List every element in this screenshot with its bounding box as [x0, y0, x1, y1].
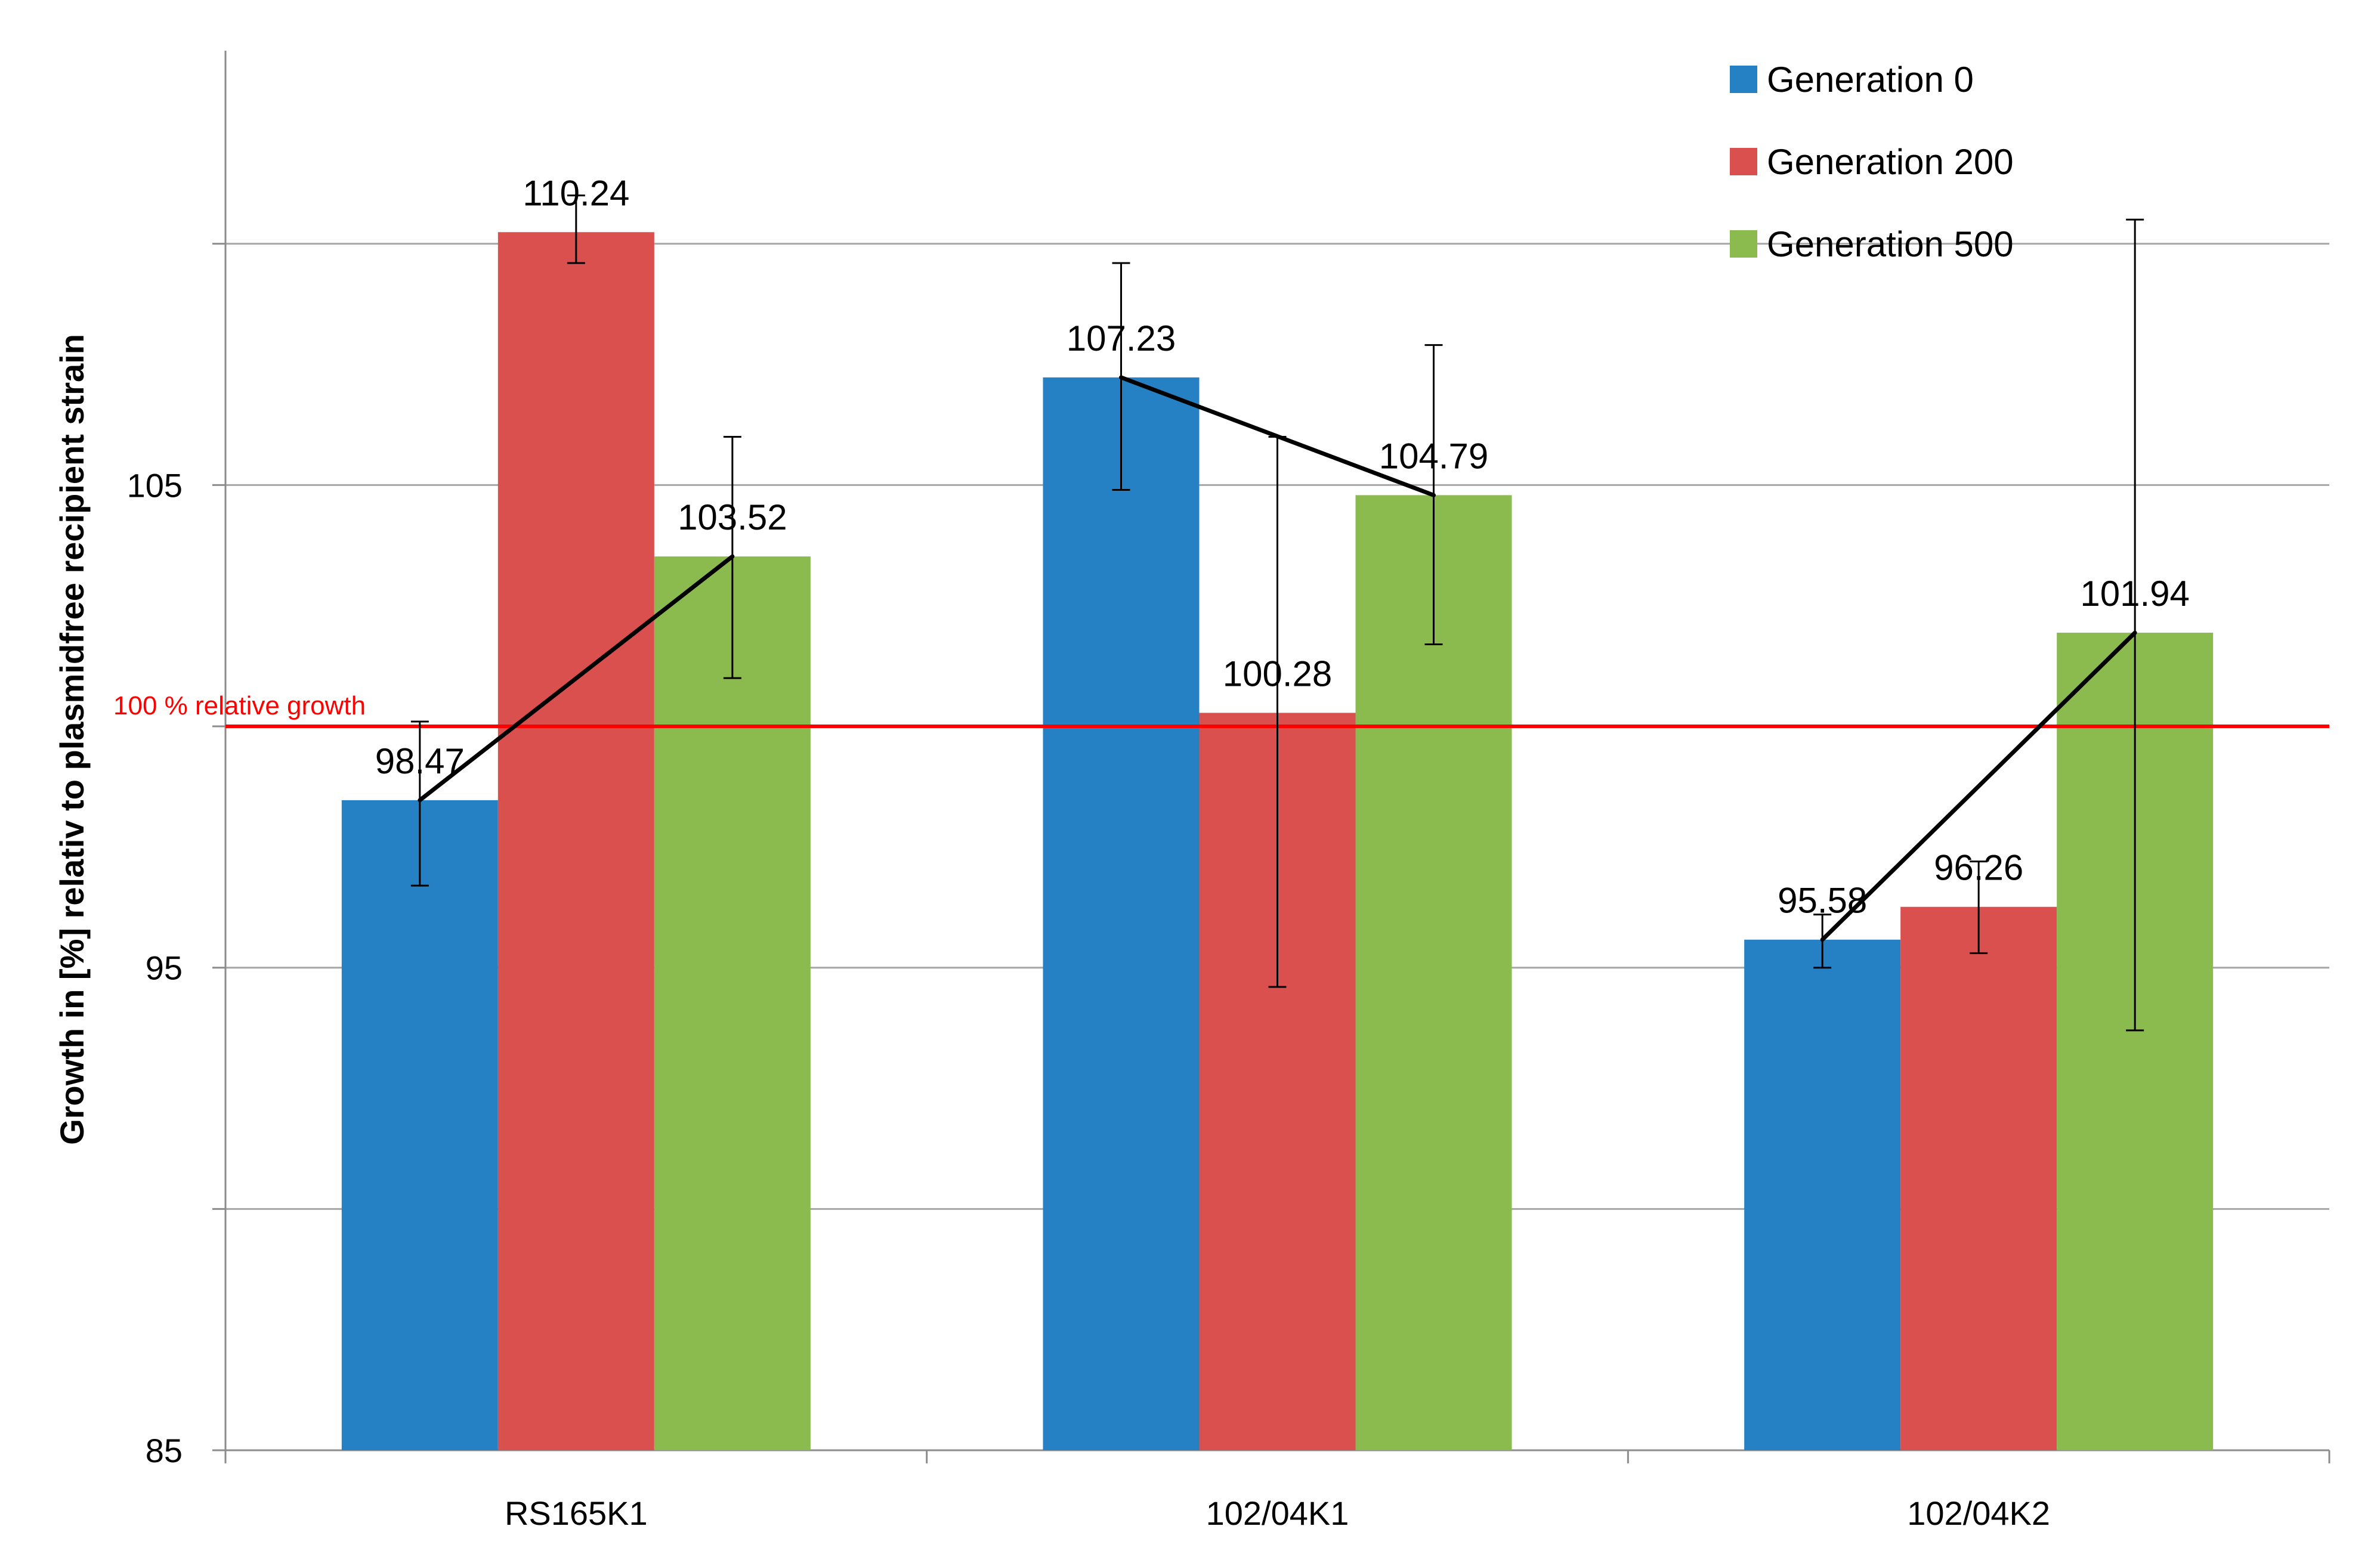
legend-label-generation-200: Generation 200 [1767, 142, 2014, 182]
bar-generation-0-rs165k1 [341, 800, 498, 1450]
data-label-generation-200-rs165k1: 110.24 [523, 173, 629, 213]
bar-generation-0-102-04k2 [1744, 939, 1901, 1450]
data-label-generation-200-102-04k1: 100.28 [1223, 654, 1333, 694]
reference-line-label: 100 % relative growth [113, 691, 366, 720]
data-label-generation-500-102-04k1: 104.79 [1379, 436, 1489, 476]
bar-generation-500-rs165k1 [654, 556, 811, 1450]
y-tick-label-95: 95 [146, 949, 183, 987]
trend-line-rs165k1 [418, 554, 735, 803]
legend-swatch-generation-500 [1730, 230, 1757, 258]
bars [341, 232, 2214, 1451]
bar-generation-200-rs165k1 [497, 232, 654, 1451]
legend: Generation 0 Generation 200 Generation 500 [1730, 60, 2014, 264]
bar-generation-500-102-04k1 [1355, 495, 1512, 1451]
legend-swatch-generation-200 [1730, 148, 1757, 175]
bar-generation-0-102-04k1 [1043, 377, 1200, 1450]
legend-swatch-generation-0 [1730, 66, 1757, 93]
x-tick-label-102-04k1: 102/04K1 [1206, 1494, 1349, 1532]
data-label-generation-500-102-04k2: 101.94 [2080, 574, 2190, 614]
legend-label-generation-0: Generation 0 [1767, 60, 1974, 100]
trend-lines [418, 375, 2137, 942]
legend-label-generation-500: Generation 500 [1767, 224, 2014, 264]
data-label-generation-0-rs165k1: 98.47 [375, 741, 465, 781]
data-label-generation-0-102-04k1: 107.23 [1067, 318, 1176, 358]
trend-line-102-04k1 [1119, 375, 1436, 497]
data-label-generation-0-102-04k2: 95.58 [1778, 881, 1867, 921]
y-axis-title: Growth in [%] relativ to plasmidfree rec… [53, 334, 91, 1145]
trend-line-102-04k2 [1820, 630, 2137, 942]
y-tick-label-105: 105 [127, 466, 183, 504]
data-label-generation-200-102-04k2: 96.26 [1934, 848, 2023, 888]
x-tick-label-rs165k1: RS165K1 [505, 1494, 648, 1532]
data-labels: 98.47 107.23 95.58 110.24 100.28 96.26 103.52 1… [375, 173, 2190, 920]
y-tick-label-85: 85 [146, 1432, 183, 1469]
data-label-generation-500-rs165k1: 103.52 [678, 497, 787, 537]
bar-generation-200-102-04k2 [1900, 906, 2057, 1450]
x-tick-label-102-04k2: 102/04K2 [1907, 1494, 2050, 1532]
